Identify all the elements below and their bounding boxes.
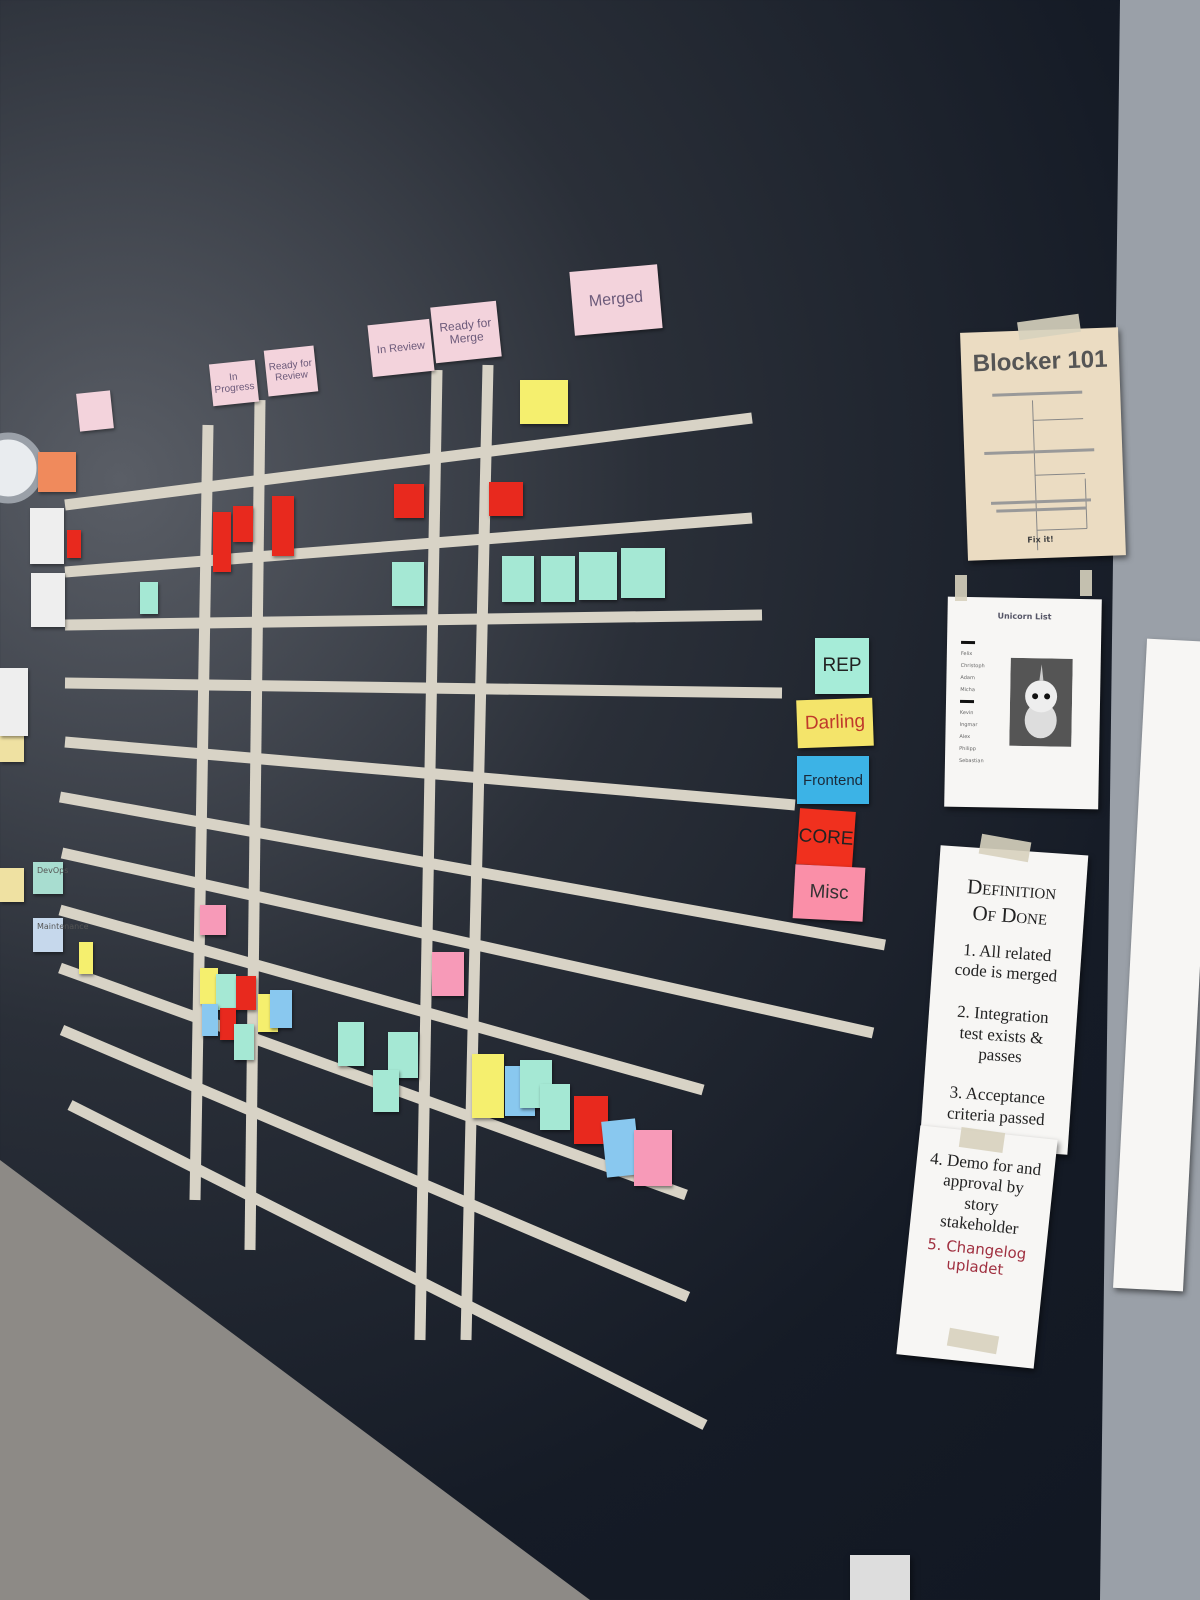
sticky-note[interactable]: [621, 548, 665, 598]
lane-tape: [64, 609, 763, 631]
column-tape: [189, 424, 214, 1201]
name: Sebastian: [958, 757, 984, 765]
lane-tape: [64, 677, 783, 699]
blocker-title: Blocker 101: [972, 345, 1108, 378]
sticky-note[interactable]: [236, 976, 256, 1010]
unicorn-names: Felix Christoph Adam Micha Kevin Ingmar …: [959, 637, 986, 767]
sticky-note[interactable]: [200, 968, 218, 1004]
dod-handwritten-item: 5. Changelog upladet: [926, 1234, 1028, 1279]
sticky-note[interactable]: [394, 484, 424, 518]
dod-item: 2. Integration test exists & passes: [956, 1002, 1050, 1067]
unicorn-image: [1009, 657, 1073, 747]
floor: [0, 1160, 590, 1600]
sticky-note[interactable]: [233, 506, 253, 542]
lane-tape: [59, 1024, 691, 1303]
sticky-note[interactable]: [67, 530, 81, 558]
sticky-note[interactable]: [79, 942, 93, 974]
blocker-flowchart: [984, 390, 1095, 553]
wall-outlet: [850, 1555, 910, 1600]
name: Felix: [960, 650, 973, 658]
sticky-note[interactable]: [520, 380, 568, 424]
dod-title: Definition Of Done: [935, 871, 1086, 934]
tape: [955, 575, 967, 601]
sticky-note[interactable]: [579, 552, 617, 600]
redacted-bar: [959, 699, 975, 704]
category-rep: REP: [815, 638, 869, 694]
column-tape: [244, 399, 266, 1251]
sticky-note[interactable]: [200, 905, 226, 935]
name: Christoph: [960, 662, 985, 670]
name: Alex: [959, 733, 971, 741]
column-header-merged: Merged: [569, 264, 663, 336]
column-tape: [460, 364, 494, 1341]
swimlane-label: [0, 868, 24, 902]
sticky-note[interactable]: [338, 1022, 364, 1066]
sticky-note[interactable]: [472, 1054, 504, 1118]
sticky-note[interactable]: [540, 1084, 570, 1130]
swimlane-label: [30, 508, 64, 564]
name: Kevin: [959, 709, 974, 717]
sticky-note[interactable]: [489, 482, 523, 516]
sticky-note[interactable]: [140, 582, 158, 614]
column-header-open: [76, 390, 114, 432]
blocker-final-step: Fix it!: [1027, 534, 1054, 545]
sticky-note[interactable]: [432, 952, 464, 996]
lane-tape: [64, 512, 753, 578]
name: Philipp: [959, 745, 976, 753]
sticky-note[interactable]: [270, 990, 292, 1028]
name: Adam: [960, 674, 975, 682]
column-header-ready-for-review: Ready for Review: [263, 345, 319, 397]
category-darling: Darling: [796, 697, 874, 749]
column-header-in-review: In Review: [367, 318, 435, 378]
dod-item: 1. All related code is merged: [954, 939, 1058, 986]
column-tape: [414, 369, 443, 1341]
dod-item: 3. Acceptance criteria passed: [946, 1082, 1046, 1129]
lane-tape: [64, 412, 753, 511]
tape: [1080, 570, 1092, 596]
swimlane-label: [31, 573, 65, 627]
sticky-note[interactable]: [213, 512, 231, 572]
category-core: CORE: [796, 808, 856, 868]
wall-clock: [0, 432, 44, 504]
redacted-bar: [961, 640, 976, 645]
blocker-101-poster: Blocker 101 Fix it!: [960, 327, 1126, 561]
sticky-note[interactable]: [373, 1070, 399, 1112]
sticky-note[interactable]: [392, 562, 424, 606]
swimlane-label-maintenance: Maintenance: [33, 918, 89, 952]
unicorn-list-title: Unicorn List: [997, 611, 1052, 622]
swimlane-label: [38, 452, 76, 492]
category-misc: Misc: [792, 864, 866, 922]
sticky-note[interactable]: [234, 1024, 254, 1060]
column-header-ready-for-merge: Ready for Merge: [430, 300, 502, 364]
tape-grid: [58, 364, 886, 1430]
sticky-note[interactable]: [502, 556, 534, 602]
lane-tape: [58, 904, 705, 1096]
category-frontend: Frontend: [797, 756, 869, 804]
name: Micha: [960, 686, 975, 694]
sticky-note[interactable]: [272, 496, 294, 556]
column-header-in-progress: In Progress: [208, 359, 260, 407]
name: Ingmar: [959, 721, 978, 729]
dod-item: 4. Demo for and approval by story stakeh…: [929, 1148, 1043, 1239]
lane-tape: [67, 1100, 708, 1430]
definition-of-done-poster: Definition Of Done 1. All related code i…: [919, 845, 1089, 1155]
sticky-note[interactable]: [216, 974, 236, 1010]
sticky-note[interactable]: [634, 1130, 672, 1186]
swimlane-label-devops: DevOps: [33, 862, 68, 894]
sticky-note[interactable]: [541, 556, 575, 602]
swimlane-label: [0, 668, 28, 736]
sticky-note[interactable]: [220, 1008, 236, 1040]
unicorn-list-poster: Unicorn List Felix Christoph Adam Micha …: [944, 596, 1102, 810]
sticky-note[interactable]: [202, 1004, 218, 1036]
